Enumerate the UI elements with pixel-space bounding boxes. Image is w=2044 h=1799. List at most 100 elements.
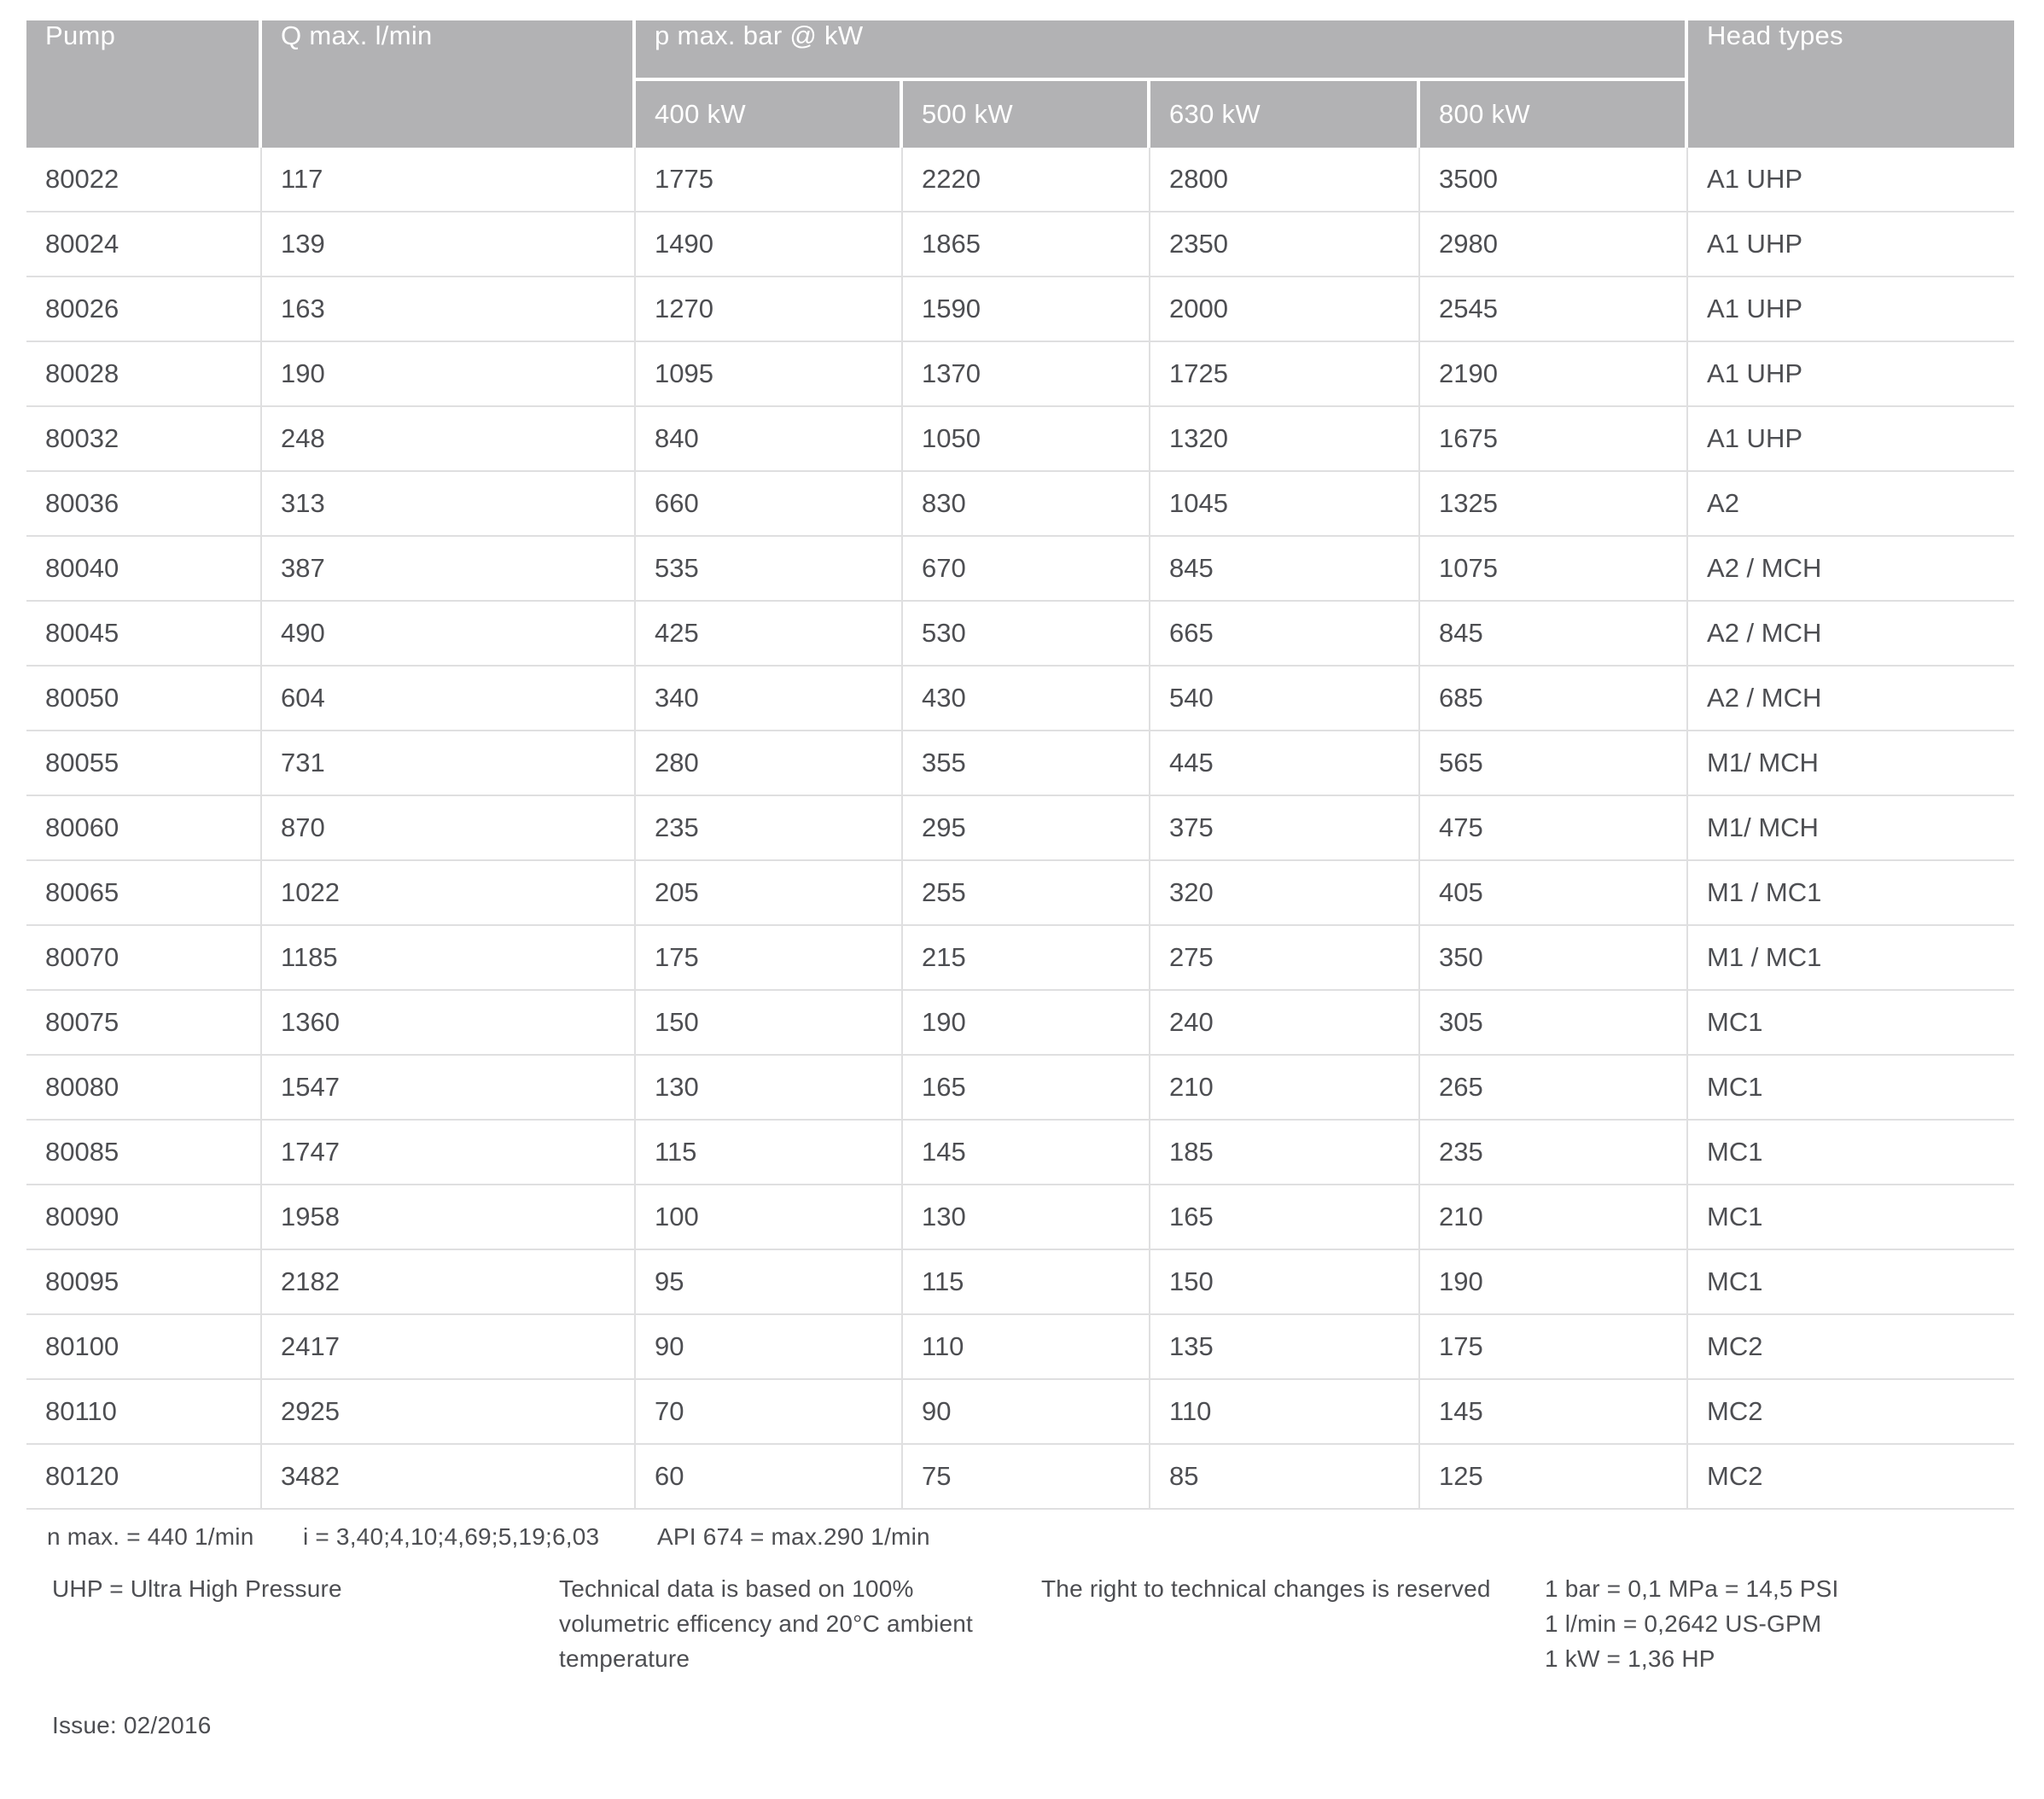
table-row: 80080 1547 130 165 210 265 MC1	[26, 1056, 2015, 1121]
head-types-cell: M1 / MC1	[1688, 926, 2015, 991]
p-max-500kw-cell: 355	[903, 731, 1150, 796]
p-max-400kw-cell: 1270	[636, 277, 903, 342]
pump-id-cell: 80070	[26, 926, 262, 991]
table-header-row-groups: Pump Q max. l/min p max. bar @ kW Head t…	[26, 20, 2015, 148]
head-types-cell: MC2	[1688, 1445, 2015, 1510]
footnote-rights-note: The right to technical changes is reserv…	[1041, 1575, 1491, 1602]
p-max-400kw-cell: 205	[636, 861, 903, 926]
pump-id-cell: 80050	[26, 667, 262, 731]
q-max-cell: 1360	[262, 991, 636, 1056]
text-line: temperature	[559, 1645, 690, 1672]
p-max-400kw-cell: 1775	[636, 148, 903, 213]
table-row: 80032 248 840 1050 1320 1675 A1 UHP	[26, 407, 2015, 472]
text-line: 1 kW = 1,36 HP	[1545, 1645, 1715, 1672]
footnote-i-ratios: i = 3,40;4,10;4,69;5,19;6,03	[303, 1523, 600, 1550]
head-types-cell: A1 UHP	[1688, 277, 2015, 342]
p-max-400kw-cell: 95	[636, 1250, 903, 1315]
p-max-500kw-cell: 190	[903, 991, 1150, 1056]
head-types-cell: MC1	[1688, 1121, 2015, 1185]
q-max-cell: 604	[262, 667, 636, 731]
text-line: Technical data is based on 100%	[559, 1575, 914, 1602]
p-max-400kw-cell: 340	[636, 667, 903, 731]
p-max-500kw-cell: 1050	[903, 407, 1150, 472]
head-types-cell: MC1	[1688, 1056, 2015, 1121]
head-types-cell: M1 / MC1	[1688, 861, 2015, 926]
q-max-cell: 490	[262, 602, 636, 667]
p-max-400kw-cell: 660	[636, 472, 903, 537]
table-row: 80050 604 340 430 540 685 A2 / MCH	[26, 667, 2015, 731]
q-max-cell: 731	[262, 731, 636, 796]
col-header-400kw: 400 kW	[636, 81, 903, 148]
table-header: Pump Q max. l/min p max. bar @ kW Head t…	[26, 20, 2015, 148]
footnote-uhp-definition: UHP = Ultra High Pressure	[52, 1575, 342, 1602]
head-types-cell: A1 UHP	[1688, 407, 2015, 472]
table-row: 80036 313 660 830 1045 1325 A2	[26, 472, 2015, 537]
pump-id-cell: 80120	[26, 1445, 262, 1510]
table-header-row-kw: 400 kW 500 kW 630 kW 800 kW	[26, 81, 2014, 148]
p-max-500kw-cell: 165	[903, 1056, 1150, 1121]
footnote-n-max: n max. = 440 1/min	[47, 1523, 254, 1550]
p-max-400kw-cell: 235	[636, 796, 903, 861]
p-max-800kw-cell: 475	[1420, 796, 1689, 861]
p-max-800kw-cell: 2190	[1420, 342, 1689, 407]
issue-date: Issue: 02/2016	[52, 1712, 212, 1738]
head-types-cell: MC1	[1688, 991, 2015, 1056]
col-header-qmax: Q max. l/min	[262, 20, 636, 148]
p-max-400kw-cell: 535	[636, 537, 903, 602]
pump-id-cell: 80110	[26, 1380, 262, 1445]
pump-id-cell: 80036	[26, 472, 262, 537]
table-row: 80110 2925 70 90 110 145 MC2	[26, 1380, 2015, 1445]
col-header-630kw: 630 kW	[1150, 81, 1420, 148]
pump-id-cell: 80095	[26, 1250, 262, 1315]
p-max-400kw-cell: 130	[636, 1056, 903, 1121]
p-max-500kw-cell: 75	[903, 1445, 1150, 1510]
p-max-500kw-cell: 130	[903, 1185, 1150, 1250]
q-max-cell: 163	[262, 277, 636, 342]
col-header-pump: Pump	[26, 20, 262, 148]
p-max-630kw-cell: 240	[1150, 991, 1420, 1056]
p-max-500kw-cell: 110	[903, 1315, 1150, 1380]
p-max-500kw-cell: 430	[903, 667, 1150, 731]
pump-id-cell: 80022	[26, 148, 262, 213]
p-max-400kw-cell: 90	[636, 1315, 903, 1380]
pump-id-cell: 80024	[26, 213, 262, 277]
p-max-800kw-cell: 845	[1420, 602, 1689, 667]
pump-id-cell: 80032	[26, 407, 262, 472]
p-max-630kw-cell: 375	[1150, 796, 1420, 861]
p-max-500kw-cell: 530	[903, 602, 1150, 667]
p-max-500kw-cell: 215	[903, 926, 1150, 991]
p-max-800kw-cell: 125	[1420, 1445, 1689, 1510]
p-max-630kw-cell: 665	[1150, 602, 1420, 667]
col-header-500kw: 500 kW	[903, 81, 1150, 148]
p-max-630kw-cell: 1045	[1150, 472, 1420, 537]
head-types-cell: A1 UHP	[1688, 213, 2015, 277]
head-types-cell: MC1	[1688, 1250, 2015, 1315]
table-row: 80095 2182 95 115 150 190 MC1	[26, 1250, 2015, 1315]
head-types-cell: A2 / MCH	[1688, 602, 2015, 667]
p-max-800kw-cell: 210	[1420, 1185, 1689, 1250]
p-max-400kw-cell: 425	[636, 602, 903, 667]
pump-id-cell: 80045	[26, 602, 262, 667]
pump-id-cell: 80026	[26, 277, 262, 342]
table-row: 80065 1022 205 255 320 405 M1 / MC1	[26, 861, 2015, 926]
p-max-630kw-cell: 1725	[1150, 342, 1420, 407]
p-max-800kw-cell: 1675	[1420, 407, 1689, 472]
footnote-unit-conversions: 1 bar = 0,1 MPa = 14,5 PSI 1 l/min = 0,26…	[1545, 1571, 1839, 1676]
pump-id-cell: 80040	[26, 537, 262, 602]
p-max-800kw-cell: 565	[1420, 731, 1689, 796]
q-max-cell: 1022	[262, 861, 636, 926]
p-max-800kw-cell: 405	[1420, 861, 1689, 926]
text-line: 1 l/min = 0,2642 US-GPM	[1545, 1610, 1822, 1637]
head-types-cell: M1/ MCH	[1688, 796, 2015, 861]
p-max-630kw-cell: 2800	[1150, 148, 1420, 213]
q-max-cell: 139	[262, 213, 636, 277]
p-max-400kw-cell: 840	[636, 407, 903, 472]
p-max-500kw-cell: 255	[903, 861, 1150, 926]
p-max-800kw-cell: 2545	[1420, 277, 1689, 342]
pump-id-cell: 80075	[26, 991, 262, 1056]
p-max-800kw-cell: 305	[1420, 991, 1689, 1056]
q-max-cell: 1747	[262, 1121, 636, 1185]
pump-id-cell: 80085	[26, 1121, 262, 1185]
table-row: 80028 190 1095 1370 1725 2190 A1 UHP	[26, 342, 2015, 407]
text-line: volumetric efficency and 20°C ambient	[559, 1610, 973, 1637]
